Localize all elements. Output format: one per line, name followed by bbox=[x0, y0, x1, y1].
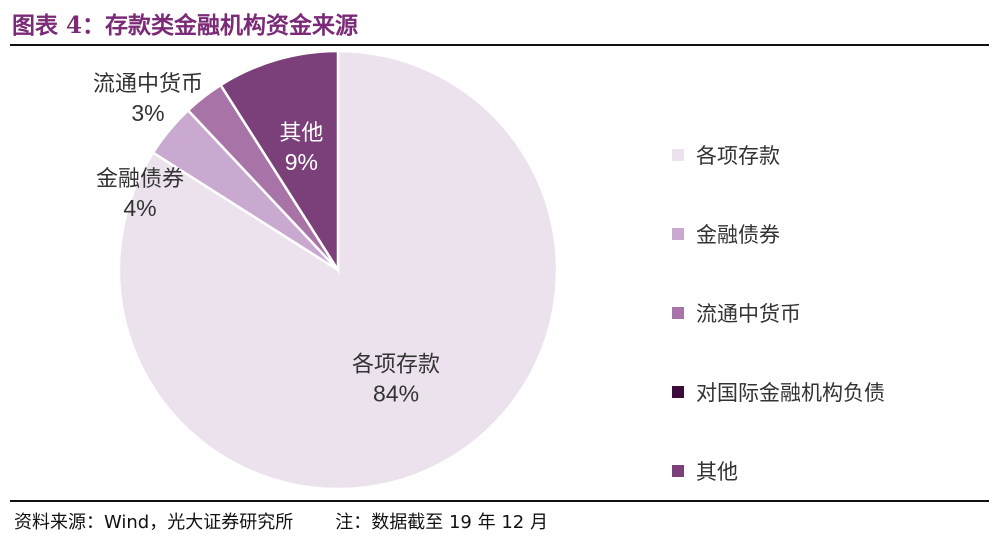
legend-item-currency: 流通中货币 bbox=[672, 273, 885, 352]
legend-item-intl-liabilities: 对国际金融机构负债 bbox=[672, 352, 885, 431]
legend: 各项存款 金融债券 流通中货币 对国际金融机构负债 其他 bbox=[672, 115, 885, 510]
legend-label: 对国际金融机构负债 bbox=[696, 380, 885, 405]
legend-label: 各项存款 bbox=[696, 143, 780, 168]
legend-swatch bbox=[672, 148, 684, 161]
data-date-note: 注：数据截至 19 年 12 月 bbox=[335, 512, 548, 533]
slice-label-name-4: 其他 bbox=[279, 121, 323, 146]
pie-slice-4 bbox=[218, 49, 340, 275]
legend-label: 金融债券 bbox=[696, 222, 780, 247]
slice-label-name-1: 金融债券 bbox=[96, 167, 184, 192]
title-divider bbox=[10, 44, 989, 46]
source-note: 资料来源：Wind，光大证券研究所 bbox=[14, 512, 294, 533]
footer: 资料来源：Wind，光大证券研究所 注：数据截至 19 年 12 月 bbox=[14, 508, 548, 534]
legend-swatch bbox=[672, 385, 684, 398]
legend-swatch bbox=[672, 464, 684, 477]
slice-label-name-2: 流通中货币 bbox=[93, 72, 203, 97]
slice-label-value-1: 4% bbox=[123, 195, 156, 221]
legend-item-bonds: 金融债券 bbox=[672, 194, 885, 273]
legend-label: 流通中货币 bbox=[696, 301, 801, 326]
legend-item-deposits: 各项存款 bbox=[672, 115, 885, 194]
slice-label-value-0: 84% bbox=[373, 381, 419, 407]
footer-divider bbox=[10, 500, 989, 502]
legend-item-other: 其他 bbox=[672, 431, 885, 510]
pie-chart: 各项存款 84% 金融债券 4% 流通中货币 3% 其他 9% bbox=[93, 49, 559, 491]
chart-title: 图表 4：存款类金融机构资金来源 bbox=[12, 12, 359, 39]
slice-label-value-4: 9% bbox=[285, 149, 318, 175]
legend-swatch bbox=[672, 227, 684, 240]
slice-label-value-2: 3% bbox=[131, 100, 164, 126]
legend-label: 其他 bbox=[696, 459, 738, 484]
legend-swatch bbox=[672, 306, 684, 319]
slice-label-name-0: 各项存款 bbox=[352, 353, 440, 378]
